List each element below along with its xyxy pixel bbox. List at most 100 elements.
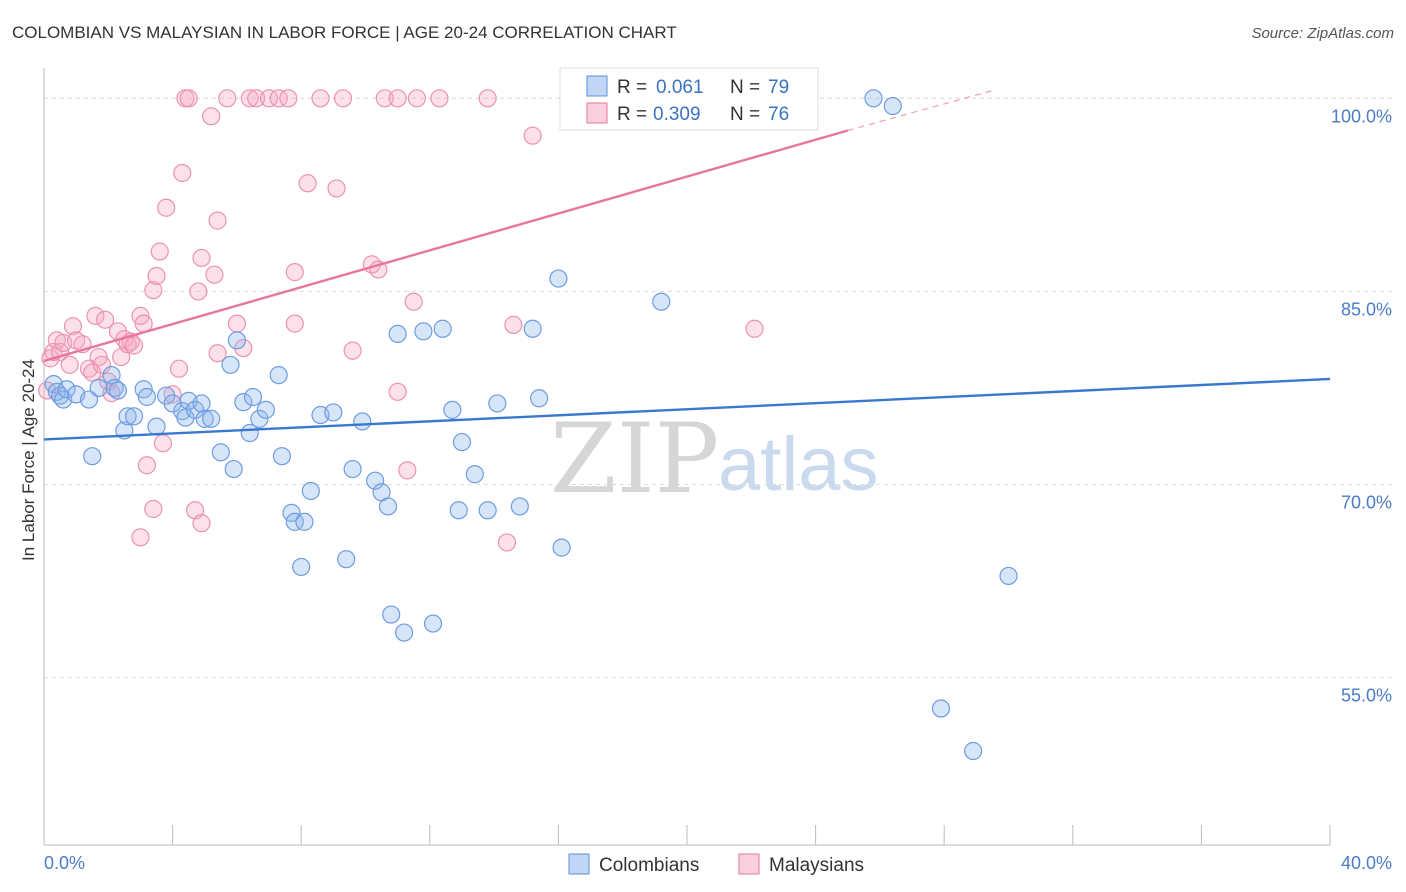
colombian-point-33 — [243, 387, 263, 407]
colombian-point-61 — [523, 319, 542, 338]
colombian-point-4 — [57, 380, 76, 399]
malaysian-point-29 — [150, 242, 169, 261]
malaysian-point-64 — [398, 461, 417, 480]
chart-source: Source: ZipAtlas.com — [1251, 25, 1394, 42]
malaysians-points — [38, 89, 764, 552]
malaysian-point-68 — [497, 533, 517, 552]
malaysian-point-51 — [311, 89, 330, 108]
malaysian-point-72 — [131, 528, 150, 547]
malaysians-trend-line — [43, 129, 849, 363]
colombian-point-30 — [227, 331, 246, 350]
colombian-point-59 — [488, 394, 507, 413]
colombian-point-71 — [864, 89, 883, 108]
y-tick-label-100: 100.0% — [1331, 106, 1392, 126]
colombian-point-34 — [250, 409, 269, 428]
colombian-point-76 — [423, 614, 443, 633]
colombian-point-16 — [137, 387, 156, 407]
malaysian-point-39 — [205, 265, 224, 284]
malaysian-point-75 — [153, 434, 173, 453]
colombian-point-53 — [433, 319, 452, 338]
legend-swatch-blue — [586, 75, 608, 97]
colombian-point-25 — [195, 409, 214, 428]
colombian-point-14 — [83, 447, 102, 466]
malaysian-point-53 — [333, 89, 353, 108]
colombian-point-73 — [999, 566, 1018, 586]
malaysian-point-58 — [407, 89, 427, 108]
malaysian-point-73 — [208, 344, 227, 363]
bottom-legend-swatch-colombians — [568, 853, 590, 875]
colombian-point-47 — [337, 550, 356, 569]
colombian-point-29 — [224, 459, 243, 479]
watermark-zip: ZIP — [550, 403, 719, 515]
malaysian-point-38 — [202, 107, 221, 126]
colombian-point-55 — [449, 501, 468, 520]
legend-r-value-blue: 0.061 — [656, 77, 704, 98]
colombian-point-26 — [202, 409, 221, 428]
colombian-point-42 — [292, 557, 311, 577]
colombian-point-63 — [549, 269, 568, 288]
colombian-point-46 — [353, 412, 372, 431]
malaysian-point-50 — [298, 174, 317, 193]
colombian-point-27 — [211, 443, 230, 462]
malaysian-point-21 — [118, 335, 137, 354]
chart-title: COLOMBIAN VS MALAYSIAN IN LABOR FORCE | … — [12, 23, 677, 42]
legend-n-label-pink: N = — [730, 104, 760, 125]
malaysian-point-28 — [147, 266, 166, 286]
bottom-legend: Colombians Malaysians — [568, 853, 864, 876]
y-tick-label-70: 70.0% — [1341, 493, 1392, 513]
malaysian-point-59 — [430, 89, 449, 108]
malaysian-point-44 — [240, 89, 259, 108]
colombian-point-13 — [124, 407, 144, 426]
malaysian-point-36 — [189, 282, 208, 301]
colombian-point-35 — [256, 400, 275, 419]
legend-r-value-pink: 0.309 — [653, 104, 701, 125]
colombian-point-72 — [883, 96, 902, 116]
colombian-point-40 — [285, 512, 304, 531]
colombian-point-78 — [382, 605, 401, 624]
y-tick-label-55: 55.0% — [1341, 686, 1392, 706]
gridlines — [44, 97, 1395, 679]
malaysian-point-63 — [388, 382, 407, 401]
colombian-point-48 — [366, 471, 385, 490]
malaysians-trend-extension — [847, 90, 993, 132]
malaysian-point-26 — [137, 456, 156, 475]
colombian-point-41 — [295, 512, 314, 531]
malaysian-point-41 — [218, 89, 237, 108]
malaysian-point-35 — [179, 89, 198, 108]
colombian-point-17 — [147, 417, 166, 436]
colombian-point-56 — [452, 432, 472, 452]
malaysian-point-7 — [63, 317, 83, 336]
colombian-point-75 — [964, 741, 983, 761]
colombian-point-7 — [89, 378, 108, 398]
malaysian-point-67 — [343, 341, 362, 360]
malaysian-point-32 — [169, 359, 189, 378]
colombian-point-36 — [269, 366, 288, 385]
x-tick-label-min: 0.0% — [44, 853, 85, 873]
legend-n-value-pink: 76 — [768, 104, 789, 125]
malaysian-point-12 — [86, 306, 105, 325]
axes — [43, 68, 1331, 846]
colombian-point-57 — [465, 465, 484, 484]
malaysian-point-49 — [285, 263, 304, 282]
malaysian-point-48 — [279, 89, 298, 108]
legend-r-label-pink: R = — [617, 104, 647, 125]
malaysian-point-61 — [504, 315, 523, 334]
colombian-point-50 — [378, 497, 398, 516]
malaysian-point-15 — [95, 310, 115, 329]
malaysian-point-57 — [388, 89, 407, 108]
legend-n-value-blue: 79 — [768, 77, 789, 98]
legend-n-label-blue: N = — [730, 77, 760, 98]
malaysian-point-52 — [327, 179, 346, 198]
malaysian-point-62 — [523, 126, 542, 145]
colombian-point-51 — [388, 324, 407, 344]
colombian-point-60 — [510, 497, 529, 516]
malaysian-point-60 — [478, 89, 497, 108]
colombian-point-24 — [192, 394, 211, 413]
colombian-point-64 — [552, 538, 571, 557]
malaysian-point-71 — [192, 514, 211, 533]
colombian-point-68 — [652, 292, 671, 311]
bottom-legend-colombians: Colombians — [599, 855, 699, 876]
stats-legend: R = 0.061 N = 79 R = 0.309 N = 76 — [559, 67, 819, 131]
malaysian-point-66 — [745, 319, 764, 338]
colombians-trend-line — [43, 377, 1331, 441]
